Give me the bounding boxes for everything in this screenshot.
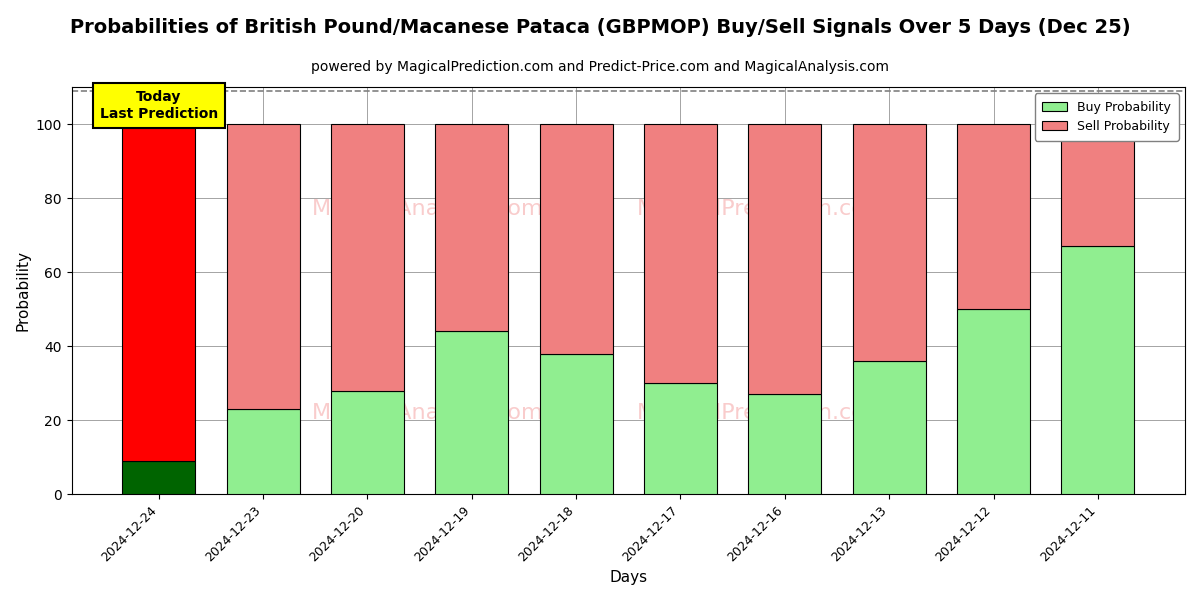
Bar <box>540 353 613 494</box>
Bar <box>122 461 196 494</box>
Bar <box>331 124 404 391</box>
Bar <box>644 383 718 494</box>
Bar <box>1061 246 1134 494</box>
Bar <box>227 409 300 494</box>
Bar <box>1061 124 1134 246</box>
Text: powered by MagicalPrediction.com and Predict-Price.com and MagicalAnalysis.com: powered by MagicalPrediction.com and Pre… <box>311 60 889 74</box>
Bar <box>644 124 718 383</box>
Text: MagicalAnalysis.com: MagicalAnalysis.com <box>312 403 544 423</box>
Bar <box>540 124 613 353</box>
Text: Today
Last Prediction: Today Last Prediction <box>100 91 218 121</box>
Bar <box>331 391 404 494</box>
Text: MagicalPrediction.com: MagicalPrediction.com <box>637 403 887 423</box>
Bar <box>749 124 821 394</box>
Bar <box>958 124 1030 309</box>
Bar <box>749 394 821 494</box>
Bar <box>436 124 509 331</box>
Text: MagicalPrediction.com: MagicalPrediction.com <box>637 199 887 219</box>
Bar <box>958 309 1030 494</box>
Bar <box>227 124 300 409</box>
Bar <box>436 331 509 494</box>
Bar <box>122 124 196 461</box>
Y-axis label: Probability: Probability <box>16 250 30 331</box>
Legend: Buy Probability, Sell Probability: Buy Probability, Sell Probability <box>1034 93 1178 140</box>
Text: MagicalAnalysis.com: MagicalAnalysis.com <box>312 199 544 219</box>
Bar <box>853 124 925 361</box>
Bar <box>853 361 925 494</box>
X-axis label: Days: Days <box>610 570 647 585</box>
Text: Probabilities of British Pound/Macanese Pataca (GBPMOP) Buy/Sell Signals Over 5 : Probabilities of British Pound/Macanese … <box>70 18 1130 37</box>
